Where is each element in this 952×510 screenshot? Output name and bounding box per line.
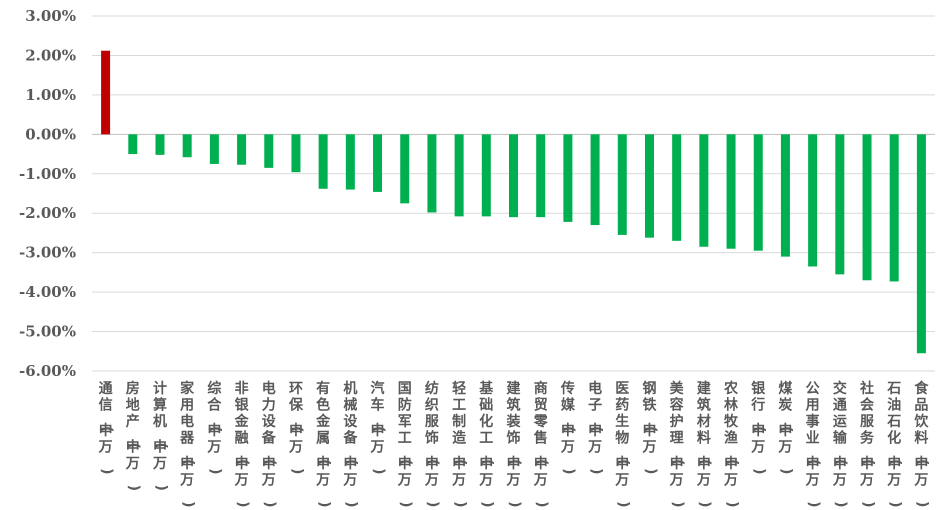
x-tick-label: 通信(申万): [98, 381, 115, 474]
bar: [835, 134, 845, 275]
x-tick-label: 食品饮料(申万): [913, 380, 930, 507]
y-tick-label: 2.00%: [25, 46, 76, 64]
bar: [155, 134, 165, 155]
y-axis: 3.00% 2.00% 1.00% 0.00% -1.00% -2.00% -3.00% -4…: [19, 7, 76, 380]
x-tick-label: 传媒(申万): [560, 380, 577, 474]
bar: [780, 134, 790, 257]
x-tick-label: 机械设备(申万): [342, 380, 359, 507]
y-tick-label: -6.00%: [19, 362, 76, 380]
bar: [617, 134, 627, 235]
x-tick-label: 非银金融(申万): [234, 380, 251, 507]
y-tick-label: 3.00%: [25, 7, 76, 25]
y-tick-label: -4.00%: [19, 283, 76, 301]
bar: [373, 134, 383, 192]
bar: [808, 134, 818, 267]
bar: [862, 134, 872, 281]
bar: [400, 134, 410, 204]
x-tick-label: 国防军工(申万): [397, 381, 414, 507]
bar: [454, 134, 464, 217]
bar: [889, 134, 899, 282]
bar: [427, 134, 437, 213]
bar: [182, 134, 192, 158]
x-tick-label: 计算机(申万): [152, 380, 169, 491]
bar: [672, 134, 682, 241]
bar: [264, 134, 274, 168]
bar: [237, 134, 247, 165]
bar: [291, 134, 301, 173]
bar: [345, 134, 355, 190]
x-tick-label: 电力设备(申万): [261, 380, 278, 507]
bar: [726, 134, 736, 249]
bar: [536, 134, 546, 218]
bar: [753, 134, 763, 251]
x-tick-label: 轻工制造(申万): [451, 380, 468, 507]
x-tick-label: 煤炭(申万): [777, 380, 794, 474]
x-tick-label: 环保(申万): [288, 381, 305, 474]
y-tick-label: -2.00%: [19, 204, 76, 222]
bar: [699, 134, 709, 247]
x-tick-label: 建筑材料(申万): [696, 380, 713, 507]
x-tick-label: 农林牧渔(申万): [723, 380, 740, 507]
x-tick-label: 有色金属(申万): [315, 380, 332, 507]
y-tick-label: 0.00%: [25, 125, 76, 143]
x-tick-label: 房地产(申万): [125, 380, 142, 491]
x-tick-label: 医药生物(申万): [614, 381, 631, 507]
bar: [318, 134, 328, 189]
bar: [101, 50, 111, 135]
bars: [101, 50, 926, 354]
x-tick-label: 电子(申万): [587, 380, 604, 474]
y-tick-label: -5.00%: [19, 323, 76, 341]
bar: [481, 134, 491, 217]
bar: [128, 134, 138, 155]
y-tick-label: -3.00%: [19, 244, 76, 262]
bar: [916, 134, 926, 354]
x-tick-label: 交通运输(申万): [832, 380, 849, 507]
x-tick-label: 公用事业(申万): [805, 381, 822, 507]
bar: [509, 134, 518, 218]
x-tick-label: 纺织服饰(申万): [424, 380, 441, 507]
bar: [644, 134, 654, 238]
x-axis: 通信(申万) 房地产(申万) 计算机(申万) 家用电器(申万) 综合(申万) 非银金融(申…: [98, 380, 931, 507]
bar: [209, 134, 219, 164]
x-tick-label: 综合(申万): [206, 380, 223, 474]
x-tick-label: 家用电器(申万): [179, 380, 196, 507]
x-tick-label: 商贸零售(申万): [533, 380, 550, 507]
x-tick-label: 美容护理(申万): [669, 380, 686, 507]
bar: [590, 134, 600, 226]
x-tick-label: 汽车(申万): [370, 380, 387, 474]
x-tick-label: 建筑装饰(申万): [506, 380, 523, 507]
x-tick-label: 银行(申万): [750, 380, 767, 474]
x-tick-label: 钢铁(申万): [641, 380, 658, 474]
y-tick-label: -1.00%: [19, 165, 76, 183]
x-tick-label: 基础化工(申万): [478, 380, 495, 507]
y-tick-label: 1.00%: [25, 86, 76, 104]
x-tick-label: 石油石化(申万): [886, 381, 903, 507]
x-tick-label: 社会服务(申万): [859, 380, 876, 507]
bar: [563, 134, 573, 222]
